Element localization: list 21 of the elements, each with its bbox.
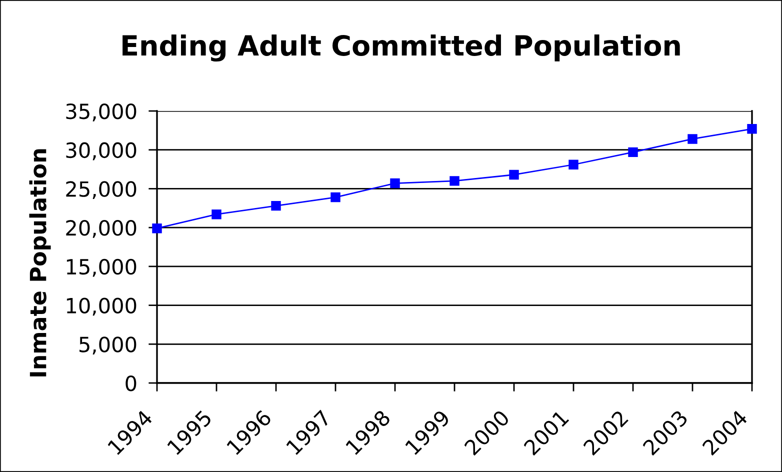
- y-tick-label: 20,000: [66, 220, 136, 238]
- y-tick-label: 10,000: [66, 298, 136, 316]
- point: [330, 192, 340, 202]
- chart-title: Ending Adult Committed Population: [122, 34, 680, 62]
- point: [271, 200, 281, 211]
- y-tick-label: 35,000: [66, 103, 136, 122]
- y-tick-label: 30,000: [66, 142, 136, 160]
- y-axis-title: Inmate Population: [29, 149, 51, 376]
- point: [390, 178, 400, 188]
- point: [509, 170, 519, 180]
- point: [152, 223, 162, 234]
- y-tick-label: 5,000: [80, 336, 136, 354]
- y-tick-label: 25,000: [66, 181, 136, 200]
- y-tick-label: 0: [126, 375, 136, 392]
- point: [747, 124, 757, 134]
- point: [212, 210, 222, 220]
- point: [628, 147, 638, 158]
- point: [568, 160, 578, 170]
- y-tick-label: 15,000: [66, 258, 136, 277]
- point: [450, 176, 460, 186]
- point: [688, 134, 698, 144]
